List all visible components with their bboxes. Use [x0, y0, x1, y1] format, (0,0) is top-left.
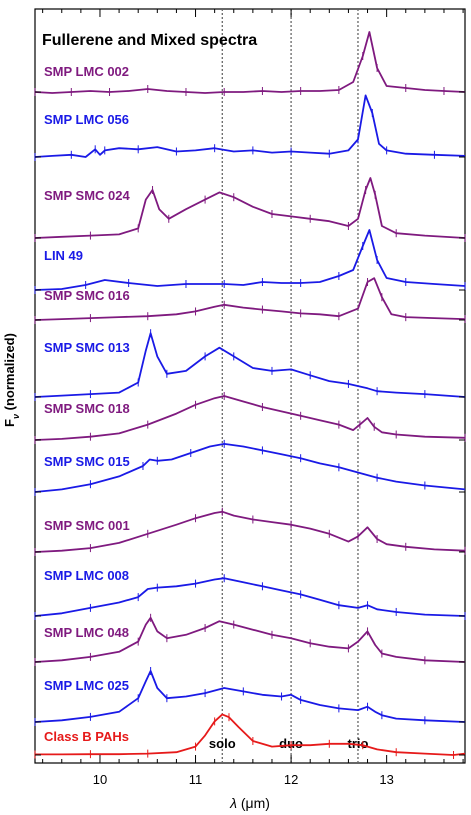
- y-axis-label: Fν (normalized): [2, 333, 21, 427]
- series-line: [34, 332, 466, 398]
- spectra-series: SMP LMC 002 SMP LMC 056 SMP SMC 024 LIN 49 S…: [34, 31, 466, 759]
- series-line: [34, 94, 466, 158]
- series-label: SMP SMC 018: [44, 401, 130, 416]
- series-label: LIN 49: [44, 248, 83, 263]
- series-label: SMP LMC 025: [44, 678, 129, 693]
- series-label: SMP LMC 002: [44, 64, 129, 79]
- x-axis-label: λ (μm): [229, 795, 270, 811]
- series-label: SMP LMC 048: [44, 625, 129, 640]
- series-label: SMP LMC 056: [44, 112, 129, 127]
- x-tick-label: 11: [189, 772, 203, 787]
- series-line: [34, 577, 466, 617]
- reference-line-label: solo: [209, 736, 236, 751]
- series-line: [34, 616, 466, 663]
- series-line: [34, 510, 466, 553]
- series-label: SMP LMC 008: [44, 568, 129, 583]
- series-line: [34, 442, 466, 493]
- reference-lines: solo duo trio: [209, 9, 369, 763]
- x-tick-label: 10: [93, 772, 107, 787]
- series-label: Class B PAHs: [44, 729, 129, 744]
- chart-title: Fullerene and Mixed spectra: [42, 32, 257, 49]
- series-line: [34, 177, 466, 239]
- series-line: [34, 277, 466, 321]
- x-tick-label: 12: [284, 772, 298, 787]
- series-line: [34, 31, 466, 94]
- series-label: SMP SMC 015: [44, 454, 130, 469]
- plot-frame: [34, 8, 466, 764]
- x-tick-label: 13: [379, 772, 393, 787]
- series-line: [34, 229, 466, 291]
- axes: 10 11 12 13: [35, 9, 465, 787]
- series-line: [35, 713, 466, 756]
- series-line: [34, 395, 466, 441]
- series-line: [34, 670, 466, 723]
- series-label: SMP SMC 024: [44, 188, 131, 203]
- series-label: SMP SMC 013: [44, 340, 130, 355]
- series-label: SMP SMC 016: [44, 288, 130, 303]
- series-label: SMP SMC 001: [44, 518, 130, 533]
